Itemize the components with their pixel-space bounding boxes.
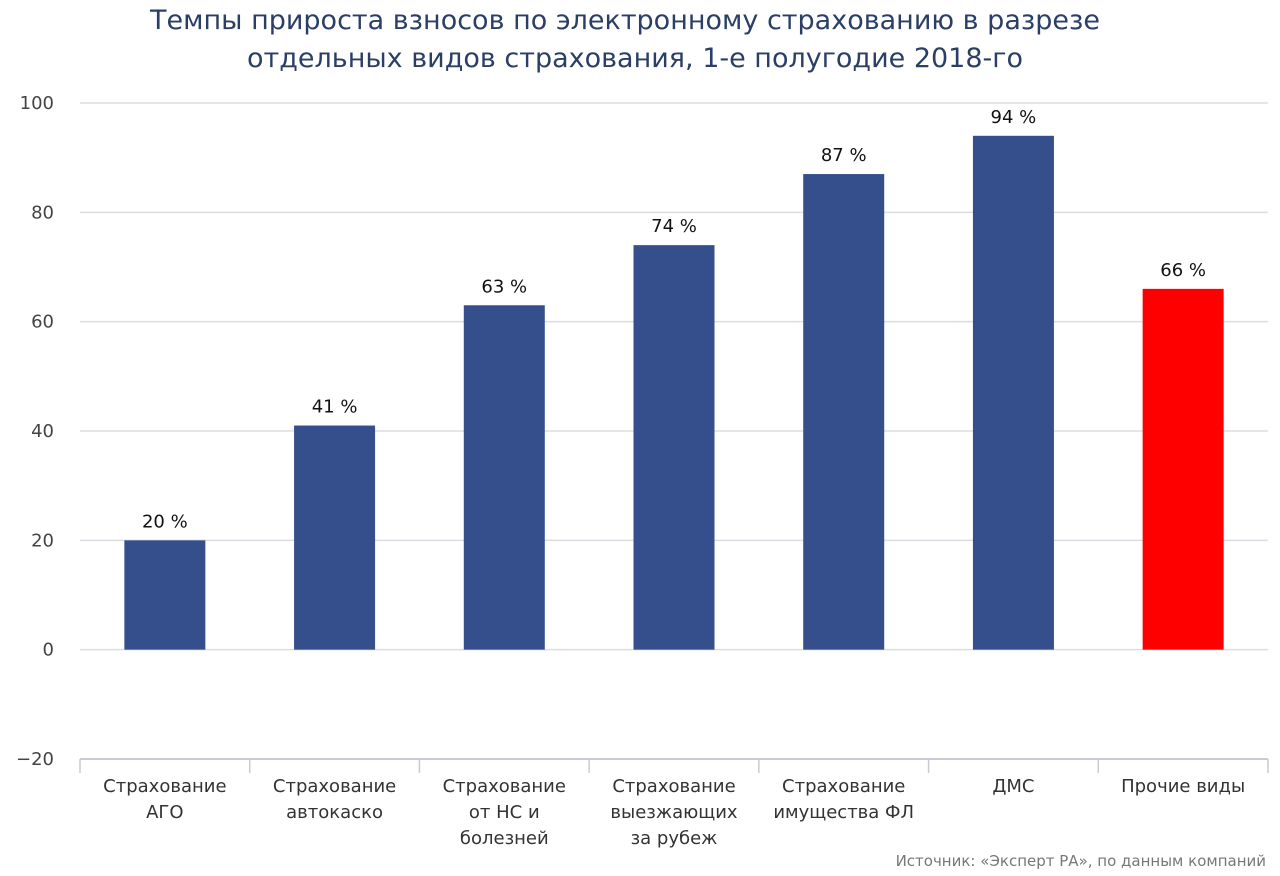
data-label: 94 % (991, 107, 1037, 128)
x-category-label: Страхование выезжающих за рубеж (610, 776, 738, 849)
bar (463, 305, 545, 650)
data-label: 20 % (142, 511, 188, 532)
bar (633, 245, 715, 650)
x-category-label: Прочие виды (1121, 776, 1245, 797)
x-axis-category-labels: Страхование АГО Страхование автокаско Страхо… (103, 776, 1245, 849)
bar (1142, 288, 1224, 650)
y-tick-label: −20 (16, 749, 54, 770)
data-label: 41 % (312, 397, 358, 418)
bar (803, 174, 885, 650)
x-category-label: Страхование АГО (103, 776, 226, 823)
y-tick-label: 0 (43, 640, 54, 661)
x-category-label: Страхование имущества ФЛ (773, 776, 914, 823)
chart-title-line-1: Темпы прироста взносов по электронному с… (149, 5, 1100, 36)
data-label: 66 % (1160, 260, 1206, 281)
data-labels: 20 % 41 % 63 % 74 % 87 % 94 % 66 % (142, 107, 1206, 533)
chart-title-line-2: отдельных видов страхования, 1-е полугод… (247, 43, 1023, 74)
x-category-label: ДМС (992, 776, 1034, 797)
data-label: 87 % (821, 145, 867, 166)
bars (124, 135, 1224, 650)
y-tick-label: 80 (31, 202, 54, 223)
bar (972, 135, 1054, 650)
y-axis-tick-labels: 100 80 60 40 20 0 −20 (16, 93, 54, 770)
y-tick-label: 20 (31, 530, 54, 551)
bar (294, 425, 376, 650)
y-tick-label: 100 (20, 93, 54, 114)
source-note: Источник: «Эксперт РА», по данным компан… (896, 852, 1266, 870)
data-label: 74 % (651, 216, 697, 237)
x-axis (79, 758, 1269, 773)
data-label: 63 % (481, 276, 527, 297)
bar (124, 540, 206, 650)
x-category-label: Страхование от НС и болезней (443, 776, 566, 849)
y-tick-label: 40 (31, 421, 54, 442)
y-tick-label: 60 (31, 312, 54, 333)
x-category-label: Страхование автокаско (273, 776, 396, 823)
